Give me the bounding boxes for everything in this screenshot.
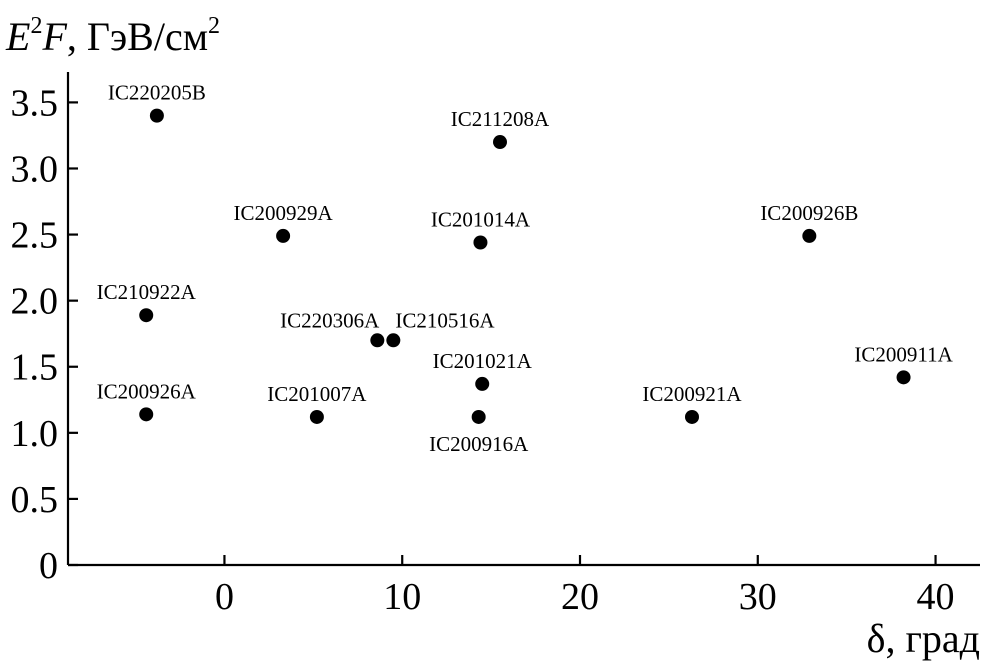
y-axis-label-unit: , ГэВ/см <box>67 14 208 59</box>
x-tick-label: 40 <box>917 576 955 618</box>
y-tick-label: 2.0 <box>11 281 59 323</box>
point-label: IC211208A <box>451 107 550 131</box>
point-label: IC201021A <box>433 349 533 373</box>
point-label: IC210922A <box>97 280 197 304</box>
y-tick-label: 1.0 <box>11 413 59 455</box>
y-tick-label: 3.5 <box>11 82 59 124</box>
data-point <box>475 376 490 391</box>
y-tick-label: 1.5 <box>11 347 59 389</box>
axes <box>66 72 980 567</box>
data-point <box>309 409 324 424</box>
point-label: IC220205B <box>108 81 206 105</box>
y-axis-label: E2F, ГэВ/см2 <box>5 13 220 59</box>
y-tick-label: 0 <box>39 545 58 587</box>
x-tick-label: 30 <box>739 576 777 618</box>
ticks: 0 0.5 1.0 1.5 2.0 2.5 3.0 3.5 0 10 20 30 40 <box>11 82 955 618</box>
y-axis-label-sup: 2 <box>30 13 42 39</box>
point-label: IC200921A <box>642 382 742 406</box>
y-axis-label-base: E <box>5 14 30 59</box>
y-axis-label-after: F <box>41 14 67 59</box>
data-point <box>471 409 486 424</box>
point-label: IC220306A <box>280 308 380 332</box>
data-point <box>802 228 817 243</box>
data-point <box>139 407 154 422</box>
x-axis-label: δ, град <box>867 616 980 661</box>
data-point <box>149 108 164 123</box>
data-point <box>276 228 291 243</box>
point-label: IC200926A <box>97 379 197 403</box>
point-label: IC200929A <box>234 201 334 225</box>
data-point <box>896 370 911 385</box>
point-label: IC210516A <box>395 308 495 332</box>
y-tick-label: 2.5 <box>11 215 59 257</box>
y-tick-label: 0.5 <box>11 479 59 521</box>
data-point <box>493 135 507 150</box>
x-tick-label: 10 <box>383 576 421 618</box>
data-point <box>370 333 385 348</box>
data-point <box>139 308 154 323</box>
y-tick-label: 3.0 <box>11 148 59 190</box>
data-point <box>685 409 699 424</box>
point-label: IC200911A <box>854 342 953 366</box>
point-label: IC200926B <box>760 201 858 225</box>
x-tick-label: 20 <box>561 576 599 618</box>
x-tick-label: 0 <box>215 576 234 618</box>
point-label: IC201007A <box>267 382 367 406</box>
data-point <box>473 235 488 250</box>
data-points <box>139 108 911 424</box>
y-axis-label-unit-sup: 2 <box>208 13 220 39</box>
point-label: IC200916A <box>429 432 529 456</box>
point-labels: IC220205B IC211208A IC200929A IC201014A IC20… <box>97 81 954 456</box>
data-point <box>386 333 401 348</box>
point-label: IC201014A <box>431 208 531 232</box>
